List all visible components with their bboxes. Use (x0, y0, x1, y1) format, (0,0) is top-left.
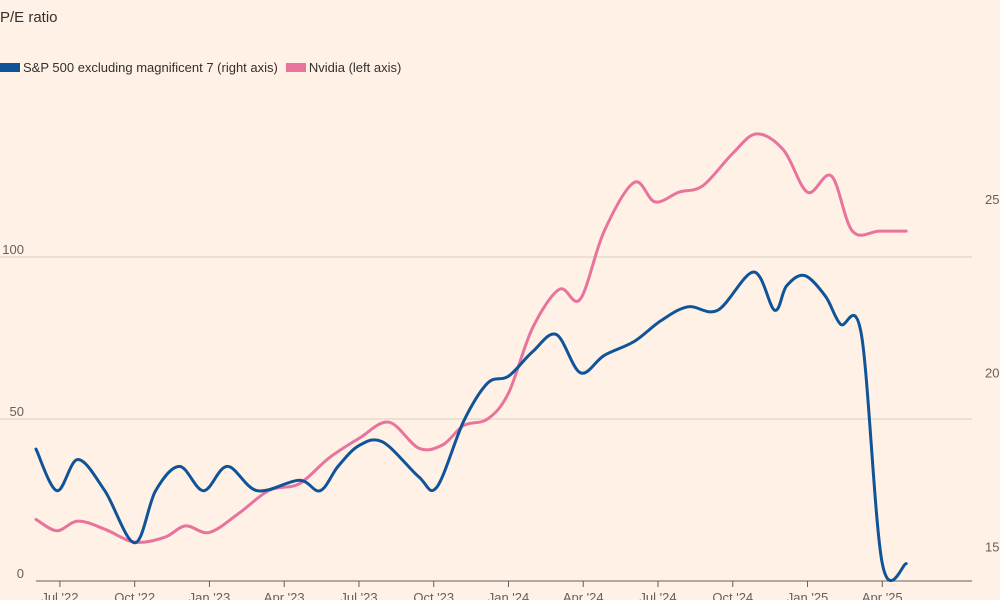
legend-item-sp500: S&P 500 excluding magnificent 7 (right a… (0, 60, 278, 75)
x-axis-tick-label: Jul '23 (340, 590, 377, 600)
right-axis-tick-label: 25 (985, 192, 999, 207)
x-axis-tick-label: Apr '24 (563, 590, 604, 600)
x-axis-tick-label: Jul '24 (639, 590, 676, 600)
x-axis-tick-label: Jan '25 (787, 590, 829, 600)
right-axis-tick-label: 20 (985, 366, 999, 381)
left-axis-tick-label: 100 (2, 242, 24, 257)
x-axis-tick-label: Oct '24 (712, 590, 753, 600)
left-axis-tick-label: 0 (17, 566, 24, 581)
series-line-sp500 (34, 270, 908, 582)
series-line-nvidia (34, 132, 908, 544)
legend-swatch-sp500 (0, 63, 20, 72)
legend-item-nvidia: Nvidia (left axis) (285, 60, 402, 75)
right-axis-tick-label: 15 (985, 539, 999, 554)
x-axis-tick-label: Oct '23 (413, 590, 454, 600)
x-axis-tick-label: Apr '25 (862, 590, 903, 600)
x-axis-tick-label: Jul '22 (41, 590, 78, 600)
x-axis-tick-label: Jan '23 (189, 590, 231, 600)
x-axis-tick-label: Apr '23 (264, 590, 305, 600)
left-axis-tick-label: 50 (10, 404, 24, 419)
legend-label-sp500: S&P 500 excluding magnificent 7 (right a… (23, 60, 278, 75)
legend: S&P 500 excluding magnificent 7 (right a… (0, 60, 409, 75)
x-axis-tick-label: Jan '24 (488, 590, 530, 600)
x-axis-tick-label: Oct '22 (114, 590, 155, 600)
legend-label-nvidia: Nvidia (left axis) (308, 60, 402, 75)
chart-title: P/E ratio (0, 9, 58, 26)
legend-swatch-nvidia (285, 63, 306, 72)
